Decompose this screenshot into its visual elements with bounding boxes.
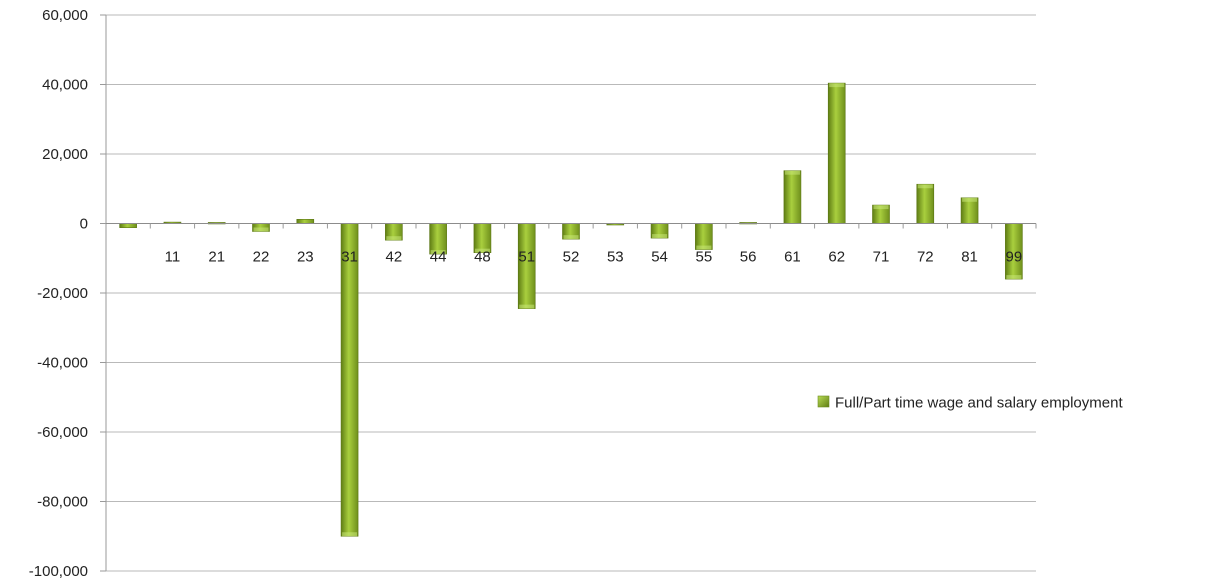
x-tick-label: 42 [386, 249, 403, 266]
bar [517, 223, 536, 309]
bar-bevel [386, 236, 402, 241]
bar-bevel [253, 227, 269, 232]
bar [119, 223, 137, 228]
x-tick-label: 51 [518, 249, 535, 266]
legend-swatch [817, 395, 830, 408]
x-tick-label: 21 [208, 249, 225, 266]
bar [783, 170, 802, 224]
bar-62 [827, 82, 846, 224]
bar-bevel [342, 532, 358, 537]
y-tick-label: 60,000 [42, 7, 88, 24]
bar-bevel [917, 184, 933, 189]
x-tick-label: 54 [651, 249, 668, 266]
x-tick-label: 61 [784, 249, 801, 266]
bar-54 [650, 223, 669, 239]
x-tick-label: 72 [917, 249, 934, 266]
bar-bevel [873, 205, 889, 210]
bar-bevel [829, 83, 845, 88]
legend: Full/Part time wage and salary employmen… [817, 395, 1123, 412]
x-tick-label: 53 [607, 249, 624, 266]
bar-23 [296, 219, 315, 224]
x-tick-label: 55 [696, 249, 713, 266]
bar-blank [119, 223, 137, 228]
y-tick-label: -100,000 [29, 563, 88, 580]
x-tick-label: 99 [1006, 249, 1023, 266]
bar-series [119, 82, 1023, 537]
x-tick-label: 48 [474, 249, 491, 266]
bar-bevel [474, 248, 490, 253]
x-tick-label: 62 [828, 249, 845, 266]
x-tick-label: 44 [430, 249, 447, 266]
bar-bevel [430, 250, 446, 255]
bar-bevel [696, 245, 712, 250]
bar [340, 223, 359, 537]
bar-61 [783, 170, 802, 224]
bar [296, 219, 315, 224]
bar-bevel [962, 197, 978, 202]
legend-label: Full/Part time wage and salary employmen… [835, 395, 1123, 412]
x-axis-tick-labels: 11 21 22 23 31 42 44 48 51 52 53 54 55 56 61 62 71 72 81 99 [165, 249, 1023, 266]
bar-bevel [784, 170, 800, 175]
bar-51 [517, 223, 536, 309]
x-tick-label: 11 [165, 249, 181, 266]
x-tick-label: 81 [961, 249, 978, 266]
axes [100, 14, 1037, 572]
bar-bevel [563, 235, 579, 240]
bar-71 [872, 204, 890, 224]
bar-52 [562, 223, 580, 240]
y-tick-label: 0 [80, 216, 88, 233]
x-tick-label: 71 [873, 249, 890, 266]
bar [827, 82, 846, 224]
bar-bevel [519, 304, 535, 309]
bar-31 [340, 223, 359, 537]
x-tick-label: 52 [563, 249, 580, 266]
bar-81 [960, 197, 979, 224]
bar-42 [385, 223, 403, 241]
y-tick-label: -40,000 [37, 355, 88, 372]
x-tick-label: 23 [297, 249, 314, 266]
y-tick-label: -20,000 [37, 285, 88, 302]
y-tick-label: -60,000 [37, 424, 88, 441]
x-tick-label: 22 [253, 249, 270, 266]
y-tick-label: 20,000 [42, 146, 88, 163]
x-tick-label: 31 [341, 249, 358, 266]
x-tick-label: 56 [740, 249, 757, 266]
bar-55 [695, 223, 713, 250]
bar-bevel [652, 234, 668, 239]
bar-22 [252, 223, 270, 232]
bar-72 [916, 183, 935, 224]
bar [916, 183, 935, 224]
y-axis-tick-labels: 60,000 40,000 20,000 0 -20,000 -40,000 -60,000… [29, 7, 88, 580]
bar-bevel [1006, 275, 1022, 280]
y-tick-label: 40,000 [42, 77, 88, 94]
gridlines [106, 14, 1036, 572]
y-tick-label: -80,000 [37, 494, 88, 511]
